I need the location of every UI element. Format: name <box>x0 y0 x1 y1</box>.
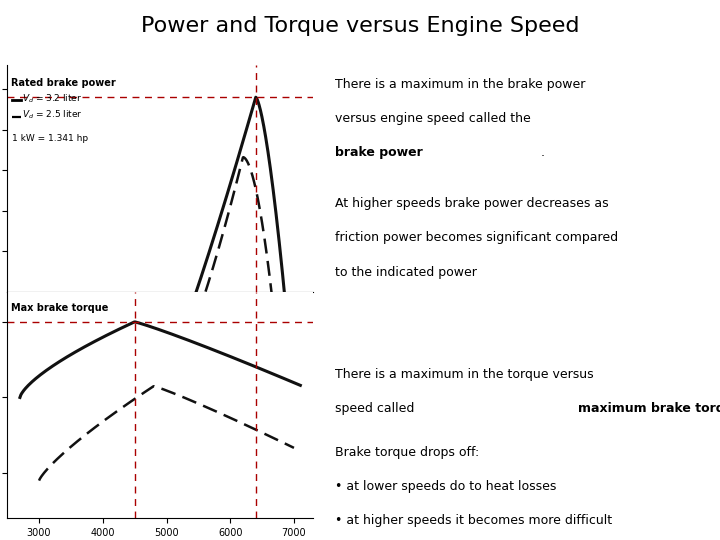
Text: Power and Torque versus Engine Speed: Power and Torque versus Engine Speed <box>140 16 580 36</box>
Text: $V_d$ = 2.5 liter: $V_d$ = 2.5 liter <box>22 109 84 122</box>
Text: There is a maximum in the torque versus: There is a maximum in the torque versus <box>336 368 594 381</box>
Text: versus engine speed called the: versus engine speed called the <box>336 112 535 125</box>
Text: Rated brake power: Rated brake power <box>11 78 116 88</box>
Text: friction power becomes significant compared: friction power becomes significant compa… <box>336 232 618 245</box>
Text: At higher speeds brake power decreases as: At higher speeds brake power decreases a… <box>336 198 609 211</box>
Text: • at lower speeds do to heat losses: • at lower speeds do to heat losses <box>336 480 557 493</box>
Text: Brake torque drops off:: Brake torque drops off: <box>336 446 480 459</box>
Text: Max brake torque: Max brake torque <box>11 303 109 313</box>
Text: speed called: speed called <box>336 402 418 415</box>
Text: • at higher speeds it becomes more difficult: • at higher speeds it becomes more diffi… <box>336 514 612 527</box>
Text: $V_d$ = 3.2 liter: $V_d$ = 3.2 liter <box>22 92 83 105</box>
Text: brake power: brake power <box>336 146 423 159</box>
Text: 1 kW = 1.341 hp: 1 kW = 1.341 hp <box>12 134 88 144</box>
Text: .: . <box>541 146 545 159</box>
Text: maximum brake torque: maximum brake torque <box>578 402 720 415</box>
Text: There is a maximum in the brake power: There is a maximum in the brake power <box>336 78 585 91</box>
Text: to the indicated power: to the indicated power <box>336 266 477 279</box>
